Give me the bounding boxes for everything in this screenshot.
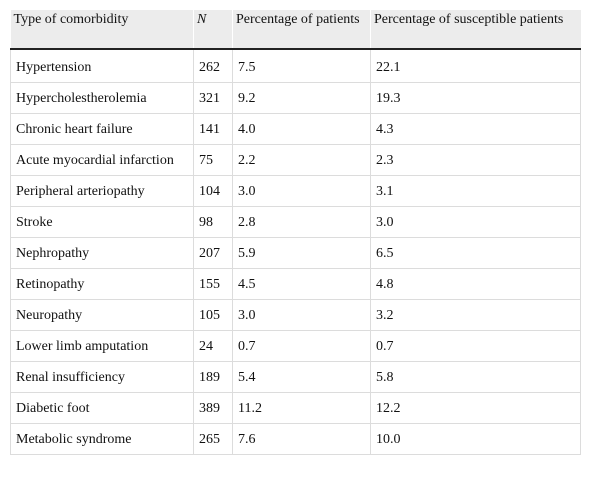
cell-pct-susceptible: 5.8 (370, 361, 581, 393)
table-row: Acute myocardial infarction 75 2.2 2.3 (10, 144, 581, 176)
header-percentage-of-susceptible-patients: Percentage of susceptible patients (370, 10, 581, 50)
cell-pct-patients: 4.0 (232, 113, 371, 145)
header-n: N (193, 10, 233, 50)
cell-n: 98 (193, 206, 233, 238)
table-header: Type of comorbidity N Percentage of pati… (10, 10, 581, 50)
cell-pct-patients: 5.9 (232, 237, 371, 269)
cell-n: 141 (193, 113, 233, 145)
cell-pct-susceptible: 3.1 (370, 175, 581, 207)
cell-pct-patients: 5.4 (232, 361, 371, 393)
table-row: Stroke 98 2.8 3.0 (10, 206, 581, 238)
cell-pct-patients: 9.2 (232, 82, 371, 114)
cell-type: Lower limb amputation (10, 330, 194, 362)
cell-type: Retinopathy (10, 268, 194, 300)
table-row: Nephropathy 207 5.9 6.5 (10, 237, 581, 269)
cell-type: Stroke (10, 206, 194, 238)
cell-type: Nephropathy (10, 237, 194, 269)
cell-type: Diabetic foot (10, 392, 194, 424)
cell-n: 265 (193, 423, 233, 455)
table-row: Neuropathy 105 3.0 3.2 (10, 299, 581, 331)
cell-type: Renal insufficiency (10, 361, 194, 393)
cell-pct-patients: 4.5 (232, 268, 371, 300)
table-row: Lower limb amputation 24 0.7 0.7 (10, 330, 581, 362)
comorbidity-table: Type of comorbidity N Percentage of pati… (10, 10, 581, 455)
cell-n: 155 (193, 268, 233, 300)
cell-n: 104 (193, 175, 233, 207)
cell-pct-susceptible: 12.2 (370, 392, 581, 424)
header-type-of-comorbidity: Type of comorbidity (10, 10, 194, 50)
cell-type: Hypercholestherolemia (10, 82, 194, 114)
table-row: Hypertension 262 7.5 22.1 (10, 48, 581, 83)
cell-pct-susceptible: 22.1 (370, 48, 581, 83)
table-row: Chronic heart failure 141 4.0 4.3 (10, 113, 581, 145)
cell-pct-susceptible: 19.3 (370, 82, 581, 114)
cell-n: 321 (193, 82, 233, 114)
header-row: Type of comorbidity N Percentage of pati… (10, 10, 581, 50)
cell-pct-susceptible: 4.8 (370, 268, 581, 300)
cell-pct-patients: 2.8 (232, 206, 371, 238)
header-n-label: N (197, 12, 207, 27)
cell-pct-patients: 7.6 (232, 423, 371, 455)
cell-n: 389 (193, 392, 233, 424)
cell-pct-patients: 3.0 (232, 299, 371, 331)
table-row: Renal insufficiency 189 5.4 5.8 (10, 361, 581, 393)
cell-n: 24 (193, 330, 233, 362)
table-row: Retinopathy 155 4.5 4.8 (10, 268, 581, 300)
cell-pct-susceptible: 6.5 (370, 237, 581, 269)
header-percentage-of-patients: Percentage of patients (232, 10, 371, 50)
cell-n: 262 (193, 48, 233, 83)
cell-pct-susceptible: 0.7 (370, 330, 581, 362)
cell-pct-susceptible: 3.0 (370, 206, 581, 238)
cell-pct-susceptible: 2.3 (370, 144, 581, 176)
cell-pct-susceptible: 10.0 (370, 423, 581, 455)
cell-type: Peripheral arteriopathy (10, 175, 194, 207)
cell-type: Acute myocardial infarction (10, 144, 194, 176)
table-row: Hypercholestherolemia 321 9.2 19.3 (10, 82, 581, 114)
cell-type: Chronic heart failure (10, 113, 194, 145)
cell-pct-patients: 0.7 (232, 330, 371, 362)
cell-type: Hypertension (10, 48, 194, 83)
cell-type: Neuropathy (10, 299, 194, 331)
cell-n: 189 (193, 361, 233, 393)
table-row: Diabetic foot 389 11.2 12.2 (10, 392, 581, 424)
cell-pct-susceptible: 4.3 (370, 113, 581, 145)
table-row: Metabolic syndrome 265 7.6 10.0 (10, 423, 581, 455)
cell-pct-patients: 7.5 (232, 48, 371, 83)
cell-n: 75 (193, 144, 233, 176)
table-container: Type of comorbidity N Percentage of pati… (10, 10, 581, 455)
cell-n: 105 (193, 299, 233, 331)
cell-pct-patients: 2.2 (232, 144, 371, 176)
table-body: Hypertension 262 7.5 22.1 Hypercholesthe… (10, 48, 581, 455)
cell-type: Metabolic syndrome (10, 423, 194, 455)
table-row: Peripheral arteriopathy 104 3.0 3.1 (10, 175, 581, 207)
cell-n: 207 (193, 237, 233, 269)
cell-pct-susceptible: 3.2 (370, 299, 581, 331)
cell-pct-patients: 3.0 (232, 175, 371, 207)
cell-pct-patients: 11.2 (232, 392, 371, 424)
